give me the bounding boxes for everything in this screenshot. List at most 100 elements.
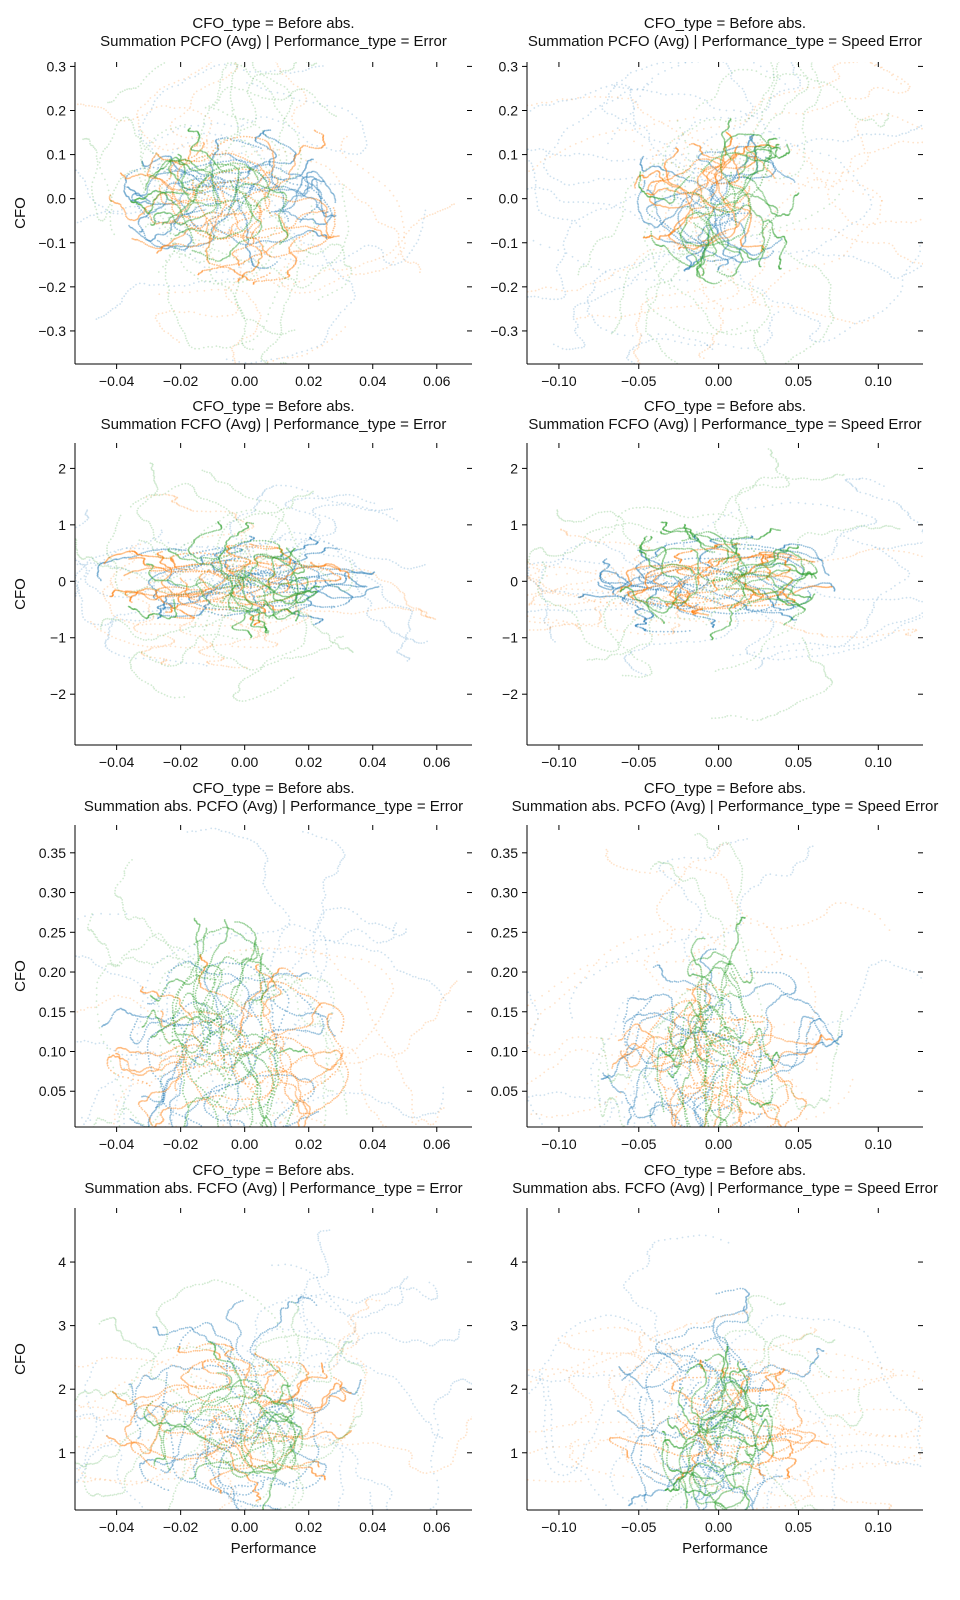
data-point — [221, 266, 223, 268]
data-point — [242, 247, 244, 249]
data-point — [86, 217, 88, 219]
data-point — [205, 180, 207, 182]
data-point — [206, 135, 208, 137]
data-point — [255, 191, 257, 193]
data-point — [291, 226, 293, 228]
data-point — [171, 206, 173, 208]
data-point — [173, 210, 175, 212]
data-point — [229, 186, 231, 188]
data-point — [260, 331, 262, 333]
data-point — [210, 205, 212, 207]
data-point — [264, 161, 266, 163]
data-point — [211, 263, 213, 265]
data-point — [229, 227, 231, 229]
data-point — [297, 176, 299, 178]
data-point — [316, 191, 318, 193]
data-point — [210, 68, 212, 70]
data-point — [232, 360, 234, 362]
data-point — [348, 226, 350, 228]
data-point — [241, 204, 243, 206]
data-point — [230, 125, 232, 127]
data-point — [274, 58, 276, 60]
data-point — [233, 231, 235, 233]
data-point — [32, 221, 34, 223]
data-point — [263, 280, 265, 282]
data-point — [315, 245, 317, 247]
data-point — [265, 205, 267, 207]
data-point — [163, 248, 165, 250]
data-point — [180, 166, 182, 168]
data-point — [388, 262, 390, 264]
data-point — [183, 78, 185, 80]
data-point — [258, 237, 260, 239]
data-point — [267, 164, 269, 166]
data-point — [256, 326, 258, 328]
data-point — [317, 204, 319, 206]
data-point — [163, 181, 165, 183]
data-point — [269, 172, 271, 174]
data-point — [342, 152, 344, 154]
data-point — [333, 269, 335, 271]
data-point — [294, 292, 296, 294]
data-point — [304, 234, 306, 236]
data-point — [245, 52, 247, 54]
data-point — [273, 245, 275, 247]
data-point — [129, 206, 131, 208]
data-point — [282, 276, 284, 278]
data-point — [278, 272, 280, 274]
data-point — [213, 206, 215, 208]
data-point — [196, 185, 198, 187]
data-point — [157, 248, 159, 250]
data-point — [293, 283, 295, 285]
data-point — [212, 218, 214, 220]
data-point — [110, 310, 112, 312]
data-point — [371, 208, 373, 210]
data-point — [236, 368, 238, 370]
data-point — [282, 179, 284, 181]
data-point — [156, 91, 158, 93]
data-point — [204, 266, 206, 268]
data-point — [251, 153, 253, 155]
data-point — [257, 278, 259, 280]
data-point — [309, 232, 311, 234]
data-point — [327, 265, 329, 267]
data-point — [166, 189, 168, 191]
data-point — [184, 213, 186, 215]
data-point — [245, 230, 247, 232]
data-point — [226, 77, 228, 79]
data-point — [267, 254, 269, 256]
data-point — [386, 267, 388, 269]
data-point — [205, 315, 207, 317]
data-point — [292, 237, 294, 239]
data-point — [286, 115, 288, 117]
data-point — [303, 198, 305, 200]
data-point — [260, 166, 262, 168]
data-point — [175, 127, 177, 129]
data-point — [328, 206, 330, 208]
data-point — [300, 193, 302, 195]
data-point — [64, 222, 66, 224]
data-point — [30, 217, 32, 219]
data-point — [51, 168, 53, 170]
data-point — [201, 67, 203, 69]
data-point — [245, 169, 247, 171]
data-point — [268, 138, 270, 140]
data-point — [160, 196, 162, 198]
data-point — [209, 199, 211, 201]
data-point — [155, 139, 157, 141]
data-point — [389, 252, 391, 254]
data-point — [163, 86, 165, 88]
data-point — [296, 184, 298, 186]
data-point — [243, 118, 245, 120]
data-point — [255, 166, 257, 168]
data-point — [205, 280, 207, 282]
data-point — [288, 163, 290, 165]
data-point — [268, 129, 270, 131]
data-point — [269, 164, 271, 166]
data-point — [327, 330, 329, 332]
data-point — [210, 211, 212, 213]
data-point — [176, 339, 178, 341]
data-point — [255, 367, 257, 369]
data-point — [368, 172, 370, 174]
data-point — [360, 248, 362, 250]
